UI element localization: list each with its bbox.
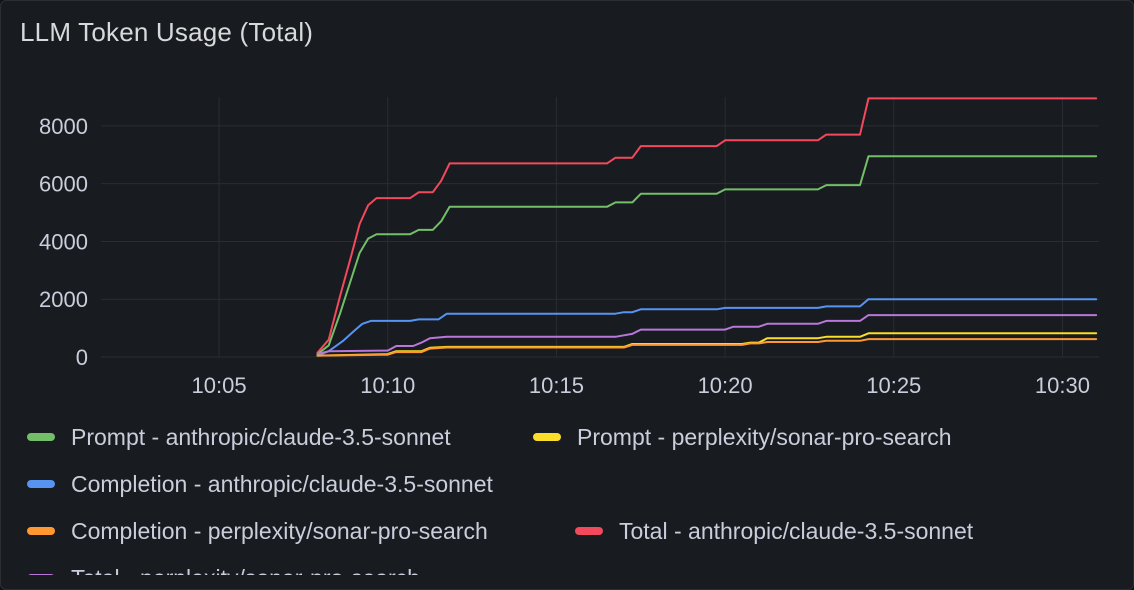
line-chart[interactable]: 0 2000 4000 6000 8000 10:05 10:10 10:15 10:20 10:…	[1, 1, 1134, 413]
x-tick-label: 10:15	[529, 373, 584, 398]
series-line[interactable]	[316, 298, 1098, 357]
legend-swatch	[27, 480, 55, 488]
legend-item[interactable]: Completion - anthropic/claude-3.5-sonnet	[27, 464, 493, 504]
legend-item[interactable]: Completion - perplexity/sonar-pro-search	[27, 511, 488, 551]
legend-label: Total - perplexity/sonar-pro-search	[71, 565, 420, 576]
chart-axes: 0 2000 4000 6000 8000 10:05 10:10 10:15 10:20 10:…	[39, 114, 1090, 398]
x-tick-label: 10:10	[360, 373, 415, 398]
y-tick-label: 6000	[39, 172, 88, 197]
legend-label: Completion - anthropic/claude-3.5-sonnet	[71, 470, 493, 497]
legend-label: Completion - perplexity/sonar-pro-search	[71, 517, 488, 544]
legend-item[interactable]: Total - perplexity/sonar-pro-search	[27, 558, 420, 575]
y-tick-label: 2000	[39, 287, 88, 312]
legend-label: Prompt - perplexity/sonar-pro-search	[577, 423, 952, 450]
x-tick-label: 10:30	[1035, 373, 1090, 398]
x-tick-label: 10:25	[866, 373, 921, 398]
legend-label: Prompt - anthropic/claude-3.5-sonnet	[71, 423, 451, 450]
legend-swatch	[27, 433, 55, 441]
series-line[interactable]	[316, 314, 1098, 356]
y-tick-label: 0	[76, 345, 88, 370]
legend-item[interactable]: Total - anthropic/claude-3.5-sonnet	[575, 511, 973, 551]
y-tick-label: 8000	[39, 114, 88, 139]
chart-grid	[101, 97, 1099, 358]
series-line[interactable]	[316, 338, 1098, 357]
chart-series	[316, 97, 1098, 357]
legend-item[interactable]: Prompt - anthropic/claude-3.5-sonnet	[27, 417, 451, 457]
series-line[interactable]	[316, 97, 1098, 354]
legend-item[interactable]: Prompt - perplexity/sonar-pro-search	[533, 417, 952, 457]
y-tick-label: 4000	[39, 229, 88, 254]
legend-swatch	[27, 527, 55, 535]
legend-label: Total - anthropic/claude-3.5-sonnet	[619, 517, 974, 544]
x-tick-label: 10:05	[192, 373, 247, 398]
panel-title: LLM Token Usage (Total)	[20, 17, 314, 47]
legend-swatch	[27, 574, 55, 575]
chart-legend: Prompt - anthropic/claude-3.5-sonnet Prom…	[1, 413, 1133, 575]
x-tick-label: 10:20	[698, 373, 753, 398]
legend-swatch	[533, 433, 561, 441]
series-line[interactable]	[316, 155, 1098, 356]
legend-swatch	[575, 527, 603, 535]
